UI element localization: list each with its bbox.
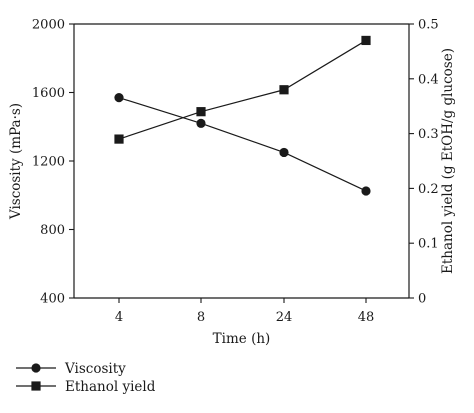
ethanol-yield-point xyxy=(361,35,371,46)
right-tick-label: 0.2 xyxy=(418,182,439,197)
legend-label: Ethanol yield xyxy=(65,379,156,395)
left-tick-label: 2000 xyxy=(32,18,65,33)
viscosity-point xyxy=(279,147,289,158)
left-tick-label: 1600 xyxy=(32,86,65,101)
right-tick-label: 0.1 xyxy=(418,237,439,252)
ethanol-yield-series xyxy=(114,35,371,144)
viscosity-point xyxy=(114,93,124,103)
x-axis-ticks: 4 8 24 48 xyxy=(115,298,374,325)
series-layer xyxy=(114,35,371,196)
plot-frame xyxy=(73,23,410,299)
left-tick-label: 1200 xyxy=(32,155,65,170)
left-tick-label: 400 xyxy=(40,292,65,307)
viscosity-point xyxy=(361,186,371,196)
left-tick-label: 800 xyxy=(40,223,65,238)
right-y-axis-ticks: 0 0.1 0.2 0.3 0.4 0.5 xyxy=(409,18,439,307)
right-tick-label: 0 xyxy=(418,292,426,307)
x-tick-label: 48 xyxy=(358,310,375,325)
left-y-axis-ticks: 400 800 1200 1600 2000 xyxy=(32,18,74,307)
right-tick-label: 0.3 xyxy=(418,127,439,142)
series-line xyxy=(118,97,367,192)
x-tick-label: 24 xyxy=(276,310,293,325)
legend-label: Viscosity xyxy=(64,361,126,377)
ethanol-yield-point xyxy=(279,85,289,95)
series-line xyxy=(118,39,367,140)
ethanol-yield-point xyxy=(196,107,206,117)
right-y-axis-title: Ethanol yield (g EtOH/g glucose) xyxy=(440,48,456,274)
x-tick-label: 8 xyxy=(197,310,205,325)
legend-marker xyxy=(31,363,41,373)
left-y-axis-title: Viscosity (mPa·s) xyxy=(8,103,24,220)
x-tick-label: 4 xyxy=(115,310,123,325)
viscosity-series xyxy=(114,93,371,196)
right-tick-label: 0.4 xyxy=(418,72,439,87)
viscosity-point xyxy=(196,118,206,128)
right-tick-label: 0.5 xyxy=(418,18,439,33)
legend-item: Viscosity xyxy=(16,361,126,377)
x-axis-title: Time (h) xyxy=(213,331,271,347)
legend-item: Ethanol yield xyxy=(16,379,156,395)
ethanol-yield-point xyxy=(114,134,124,144)
legend-marker xyxy=(31,381,41,391)
legend: Viscosity Ethanol yield xyxy=(16,361,156,395)
